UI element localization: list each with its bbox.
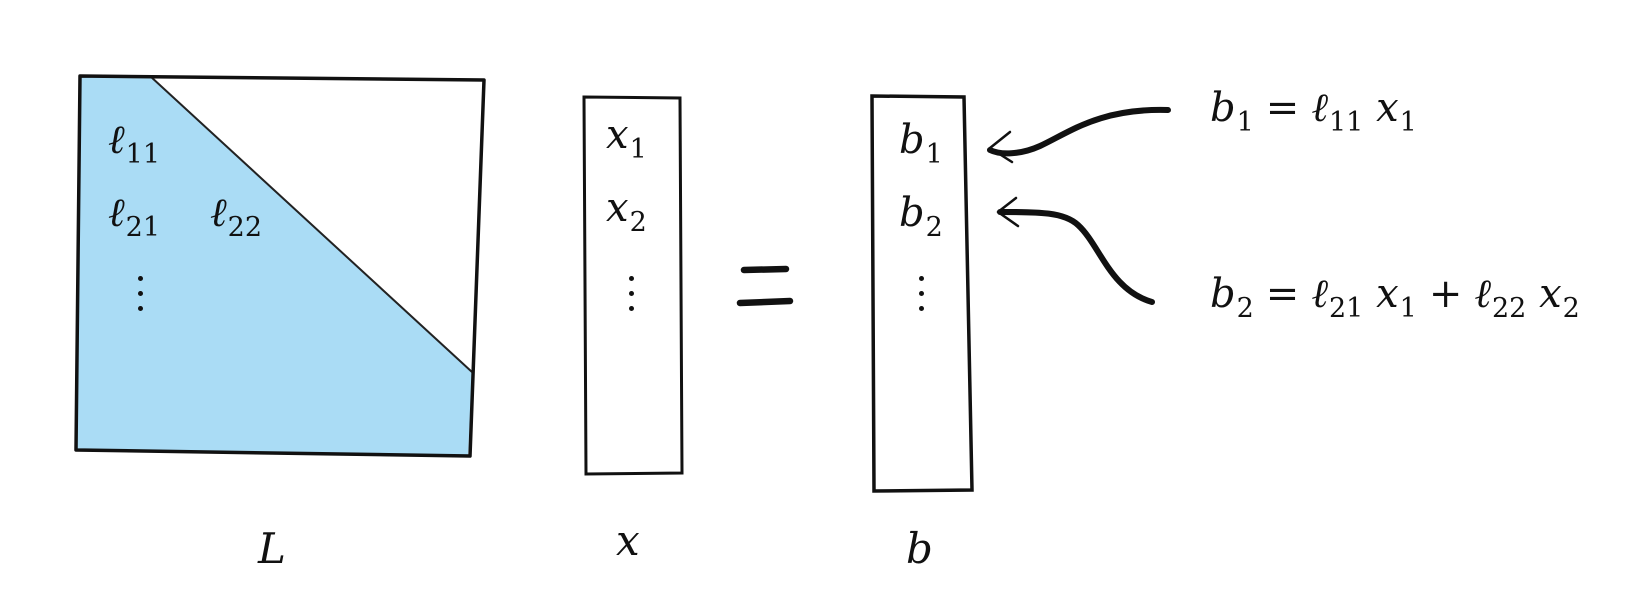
vector-x-label: x: [616, 516, 640, 565]
vector-x-entry-x1: x1: [606, 112, 647, 165]
matrix-l-vdots: [136, 276, 144, 321]
equation-b1: b1 = ℓ11 x1: [1210, 85, 1417, 138]
vector-b-label: b: [906, 524, 933, 573]
vector-b-entry-b1: b1: [899, 117, 943, 170]
vector-x-border: [582, 95, 684, 476]
vector-x-entry-x2: x2: [606, 185, 647, 238]
matrix-l-diagonal-line: [149, 75, 473, 373]
vector-x-vdots: [627, 276, 635, 321]
vector-b-border: [870, 94, 974, 493]
vector-b-entry-b2: b2: [899, 190, 943, 243]
arrow-b2-curve: [997, 209, 1155, 305]
matrix-l-entry-l11: ℓ11: [108, 117, 161, 170]
matrix-l-label: L: [258, 524, 286, 573]
matrix-l-entry-l21: ℓ21: [108, 190, 161, 243]
matrix-l-entry-l22: ℓ22: [210, 190, 263, 243]
arrow-b1-head: [988, 130, 1014, 164]
arrow-b1-curve: [987, 106, 1171, 157]
equation-b2: b2 = ℓ21 x1 + ℓ22 x2: [1210, 271, 1580, 324]
matrix-l-lower-triangle: [76, 76, 472, 456]
matrix-l-border: [74, 74, 486, 458]
vector-b-vdots: [917, 276, 925, 321]
arrow-b2-head: [996, 196, 1020, 228]
equals-sign-bottom-stroke: [736, 297, 794, 307]
equals-sign-top-stroke: [740, 265, 790, 274]
